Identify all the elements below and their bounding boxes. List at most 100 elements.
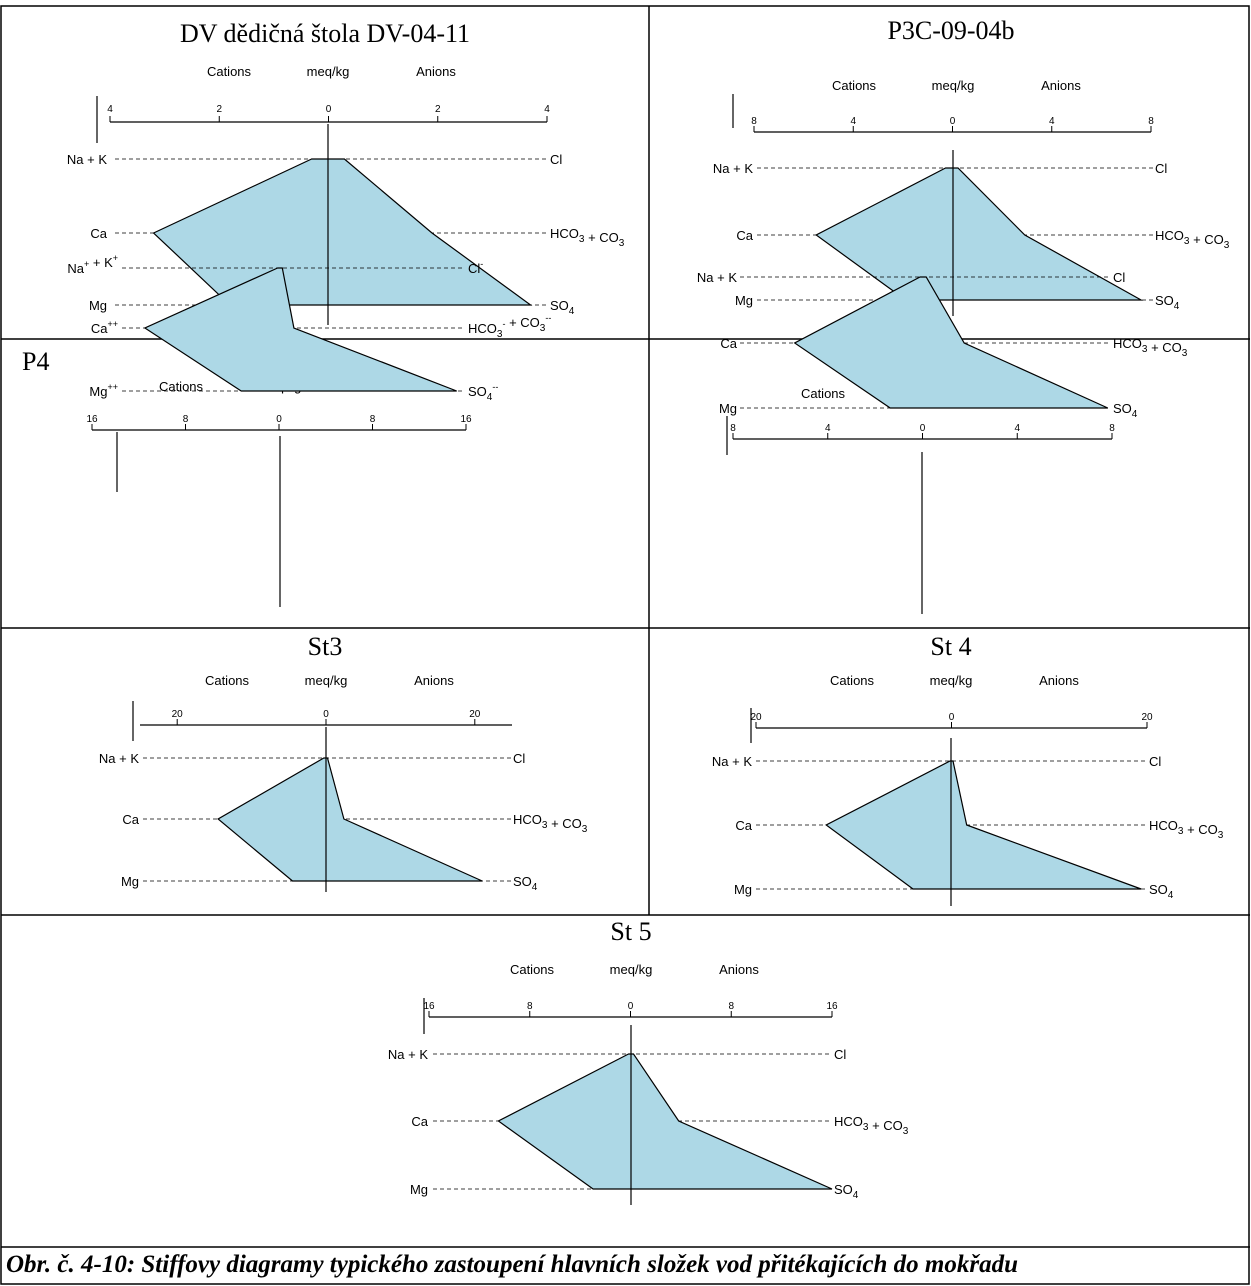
tick-label: 20 [172,709,184,720]
stiff-polygon [825,760,1142,890]
cation-label: Ca [736,228,753,243]
cation-label: Na + K [712,754,752,769]
cation-label: Ca [122,812,139,827]
stiff-diagrams: DV dědičná štola DV-04-11 Cations meq/kg An… [22,16,1230,1205]
anions-label: Anions [416,64,456,79]
cation-label: Na + K [697,270,737,285]
anion-label: Cl [550,152,562,167]
cation-label: Mg [121,874,139,889]
chart-title: St 4 [930,632,971,661]
anion-label: HCO3 + CO3 [834,1114,909,1137]
panel-borders [0,5,1250,1285]
chart-title: P3C-09-04b [887,16,1014,45]
stiff-polygon [815,167,1144,301]
anions-label: Anions [1039,673,1079,688]
stiff-polygon [217,757,483,882]
cations-label: Cations [510,962,555,977]
tick-label: 4 [1014,423,1020,434]
stiff-polygon [793,276,1109,409]
tick-label: 8 [527,1001,533,1012]
tick-label: 2 [435,104,441,115]
units-label: meq/kg [307,64,350,79]
stiff-chart-2: P3C-09-04b Cations meq/kg Anions 8 4 0 4 8 Na + K… [713,16,1230,316]
anion-label: Cl- [468,259,483,276]
chart-title: St3 [308,632,343,661]
tick-label: 4 [107,104,113,115]
stiff-chart-1: DV dědičná štola DV-04-11 Cations meq/kg An… [67,19,625,325]
tick-label: 20 [1141,712,1153,723]
units-label: meq/kg [610,962,653,977]
stiff-chart-6: St 4 Cations meq/kg Anions 20 0 20 Na + K Cl Ca HC… [712,632,1224,906]
cations-label: Cations [205,673,250,688]
anion-label: HCO3 + CO3 [1155,228,1230,251]
cations-label: Cations [832,78,877,93]
tick-label: 4 [850,116,856,127]
anion-label: HCO3 + CO3 [513,812,588,835]
anions-label: Anions [414,673,454,688]
tick-label: 8 [1109,423,1115,434]
tick-label: 0 [276,414,282,425]
units-label: meq/kg [932,78,975,93]
anion-label: SO4 [513,874,538,893]
stiff-chart-5: St3 Cations meq/kg Anions 20 0 20 Na + K Cl Ca HCO… [99,632,588,893]
anion-label: SO4 [834,1182,859,1201]
chart-title: P4 [22,347,49,376]
anion-label: Cl [1155,161,1167,176]
tick-label: 8 [751,116,757,127]
tick-label: 4 [544,104,550,115]
anion-label: HCO3 + CO3 [1113,336,1188,359]
anion-label: HCO3 + CO3 [1149,818,1224,841]
tick-label: 0 [326,104,332,115]
tick-label: 4 [825,423,831,434]
tick-label: 8 [370,414,376,425]
tick-label: 0 [920,423,926,434]
cation-label: Na + K [388,1047,428,1062]
anions-label: Anions [719,962,759,977]
tick-label: 0 [950,116,956,127]
cations-label: Cations [801,386,846,401]
cation-label: Mg [735,293,753,308]
tick-label: 16 [826,1001,838,1012]
tick-label: 0 [323,709,329,720]
anion-label: Cl [1113,270,1125,285]
cation-label: Na + K [99,751,139,766]
tick-label: 16 [423,1001,435,1012]
anion-label: SO4 [1155,293,1180,312]
stiff-chart-7: St 5 Cations meq/kg Anions 16 8 0 8 16 Na + K Cl Ca… [388,917,909,1205]
anion-label: SO4-- [468,382,498,403]
anion-label: HCO3- + CO3-- [468,313,551,340]
tick-label: 20 [750,712,762,723]
anions-label: Anions [1041,78,1081,93]
cation-label: Mg [410,1182,428,1197]
cation-label: Na+ + K+ [67,253,118,276]
figure-caption: Obr. č. 4-10: Stiffovy diagramy typickéh… [6,1251,1019,1278]
tick-label: 2 [216,104,222,115]
tick-label: 16 [460,414,472,425]
anion-label: HCO3 + CO3 [550,226,625,249]
stiff-polygon [143,267,457,392]
chart-title: DV dědičná štola DV-04-11 [180,19,470,48]
tick-label: 8 [730,423,736,434]
tick-label: 0 [949,712,955,723]
tick-label: 0 [628,1001,634,1012]
cation-label: Mg [89,298,107,313]
anion-label: SO4 [1113,401,1138,420]
tick-label: 20 [469,709,481,720]
cations-label: Cations [159,379,204,394]
cation-label: Ca [735,818,752,833]
cation-label: Mg++ [89,382,118,399]
units-label: meq/kg [305,673,348,688]
cation-label: Ca [90,226,107,241]
tick-label: 8 [1148,116,1154,127]
anion-label: Cl [513,751,525,766]
cation-label: Ca [720,336,737,351]
cation-label: Ca [411,1114,428,1129]
anion-label: SO4 [1149,882,1174,901]
cation-label: Na + K [67,152,107,167]
cations-label: Cations [830,673,875,688]
cation-label: Na + K [713,161,753,176]
tick-label: 8 [728,1001,734,1012]
